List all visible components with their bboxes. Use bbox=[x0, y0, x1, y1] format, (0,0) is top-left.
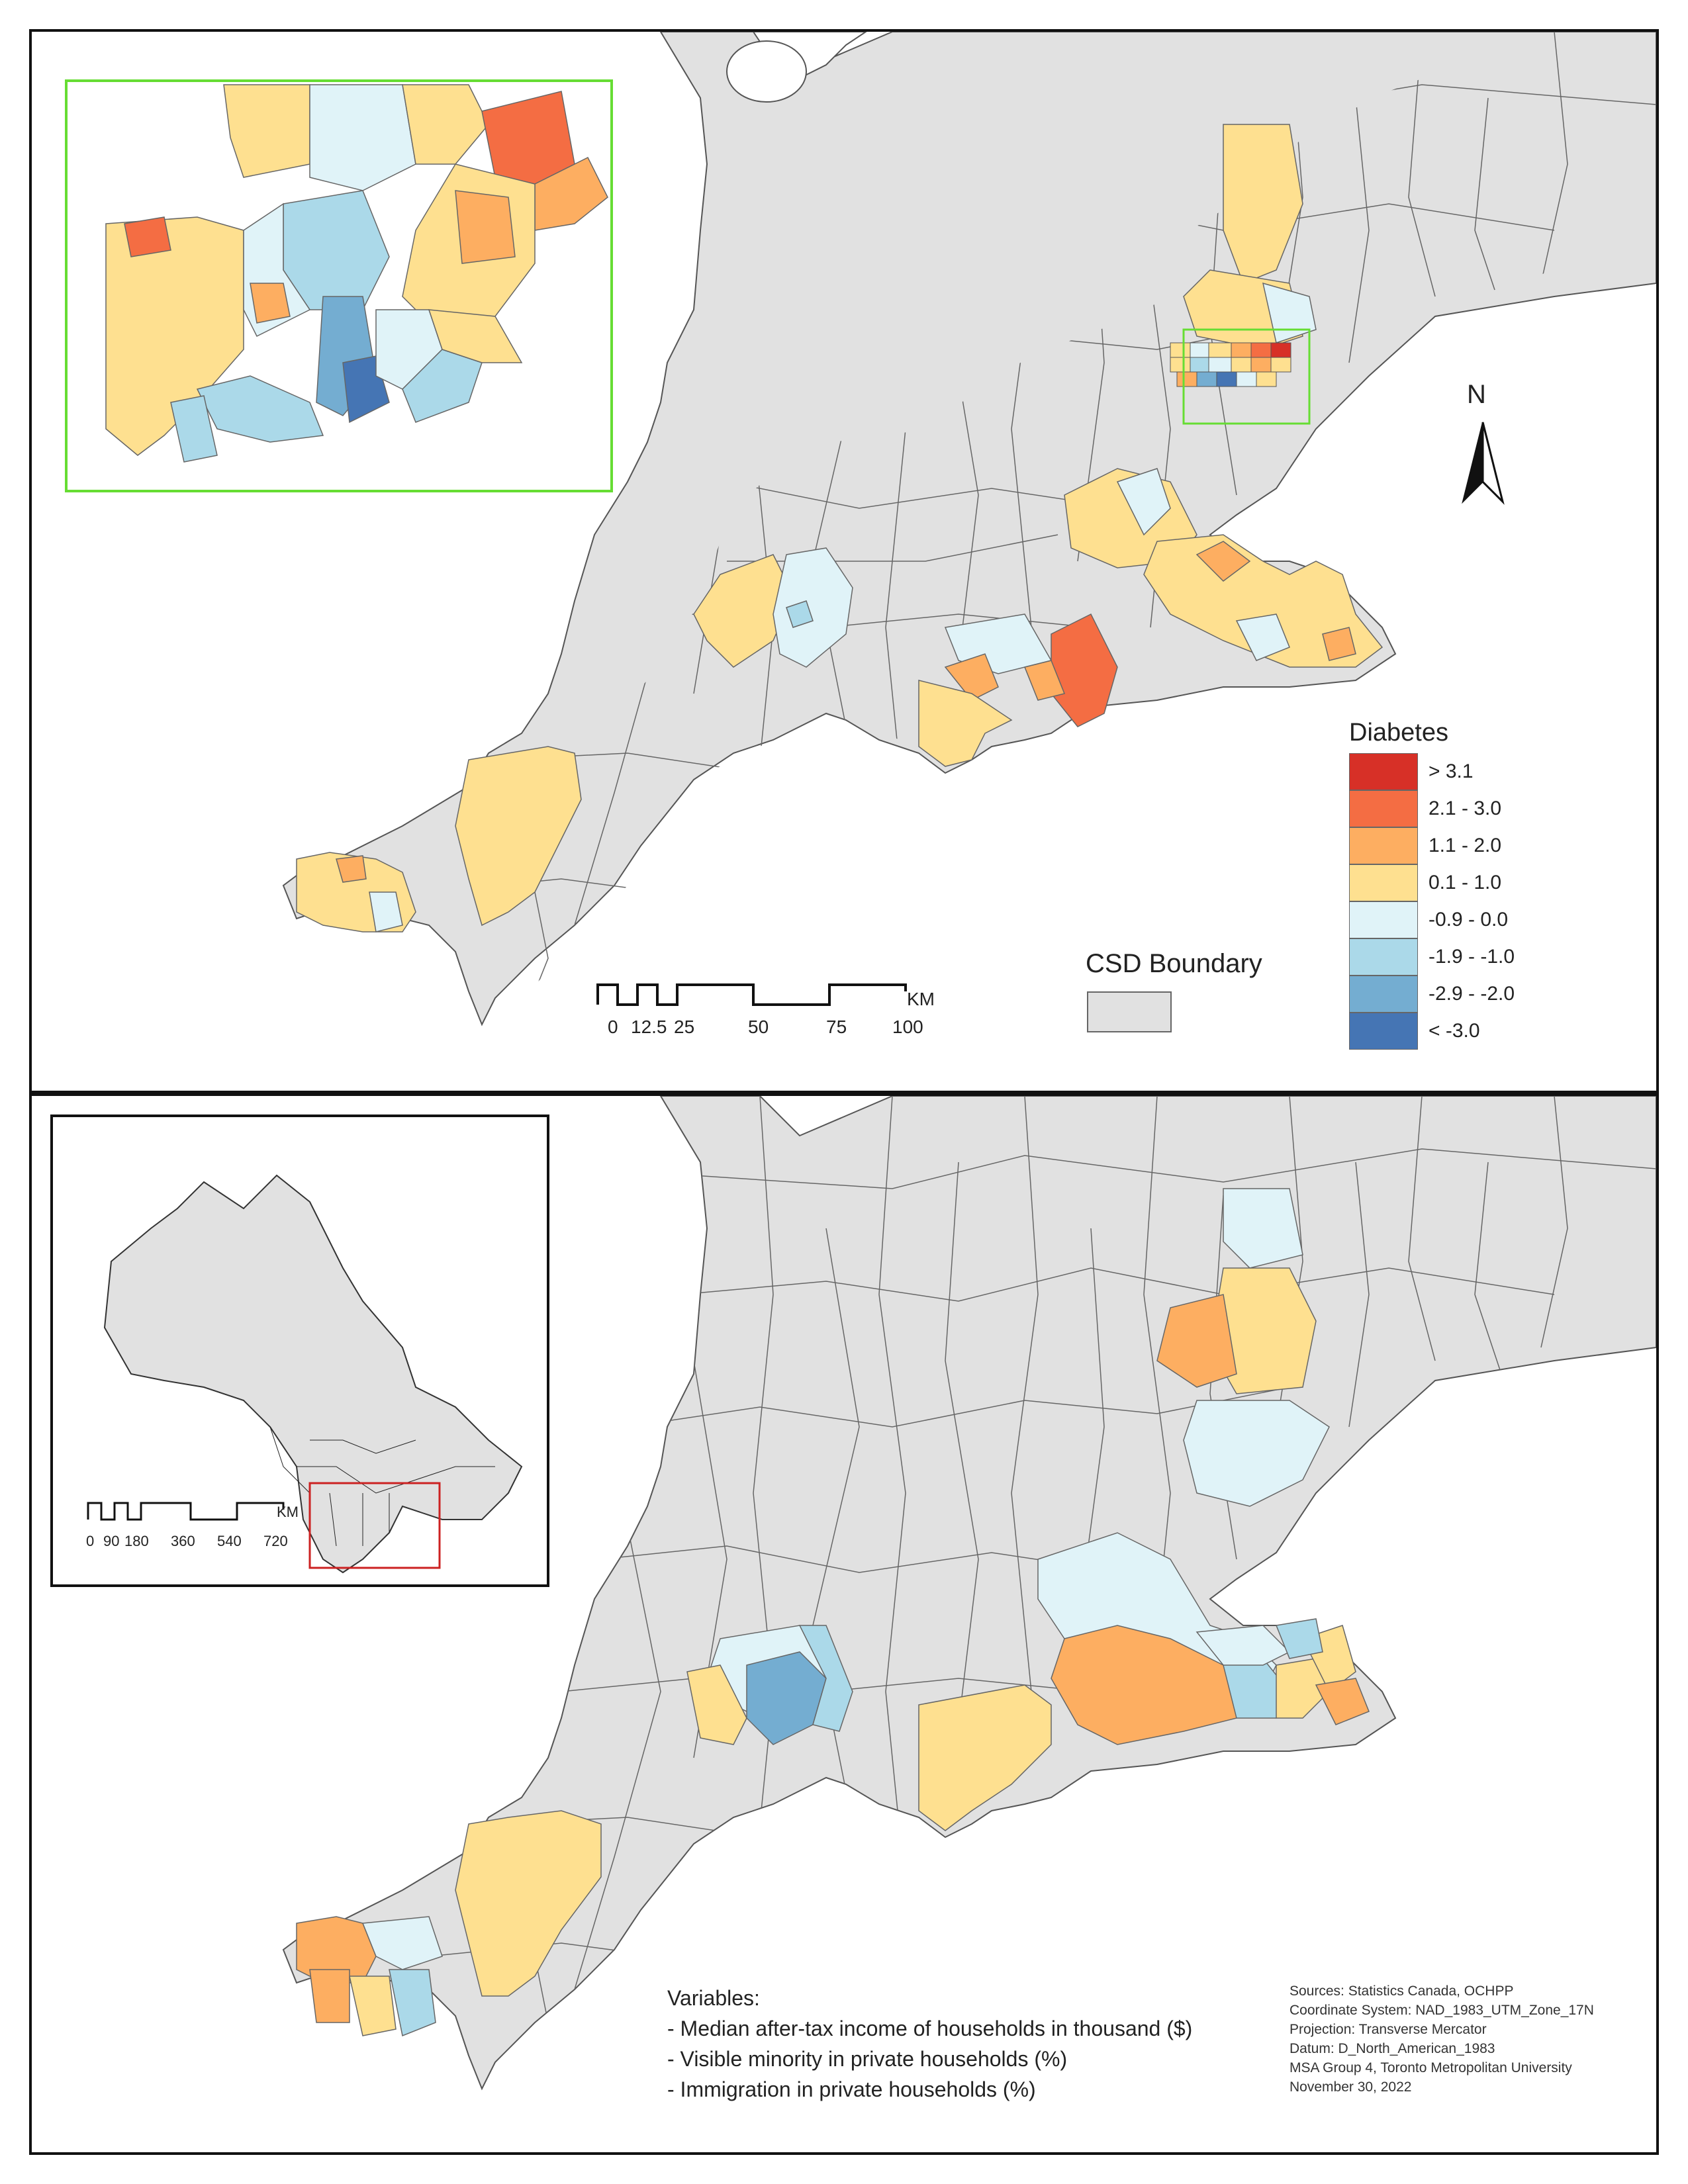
toronto-cluster bbox=[1170, 342, 1291, 387]
legend-label: -2.9 - -2.0 bbox=[1429, 983, 1515, 1005]
legend-item: -1.9 - -1.0 bbox=[1349, 938, 1515, 976]
legend-swatch bbox=[1349, 901, 1418, 938]
legend-swatch bbox=[1349, 827, 1418, 864]
source-line: Projection: Transverse Mercator bbox=[1289, 2022, 1487, 2037]
legend-swatch bbox=[1349, 938, 1418, 976]
legend-title: Diabetes bbox=[1349, 719, 1448, 747]
legend-swatch bbox=[1349, 1013, 1418, 1050]
toronto-inset-regions bbox=[105, 84, 608, 463]
variable-item: - Visible minority in private households… bbox=[667, 2047, 1068, 2071]
scale-tick: 25 bbox=[674, 1017, 695, 1037]
scale-tick: 90 bbox=[103, 1533, 120, 1549]
legend-label: < -3.0 bbox=[1429, 1020, 1480, 1042]
legend-swatch bbox=[1349, 790, 1418, 827]
diabetes-regions-top bbox=[296, 124, 1383, 933]
scale-unit: KM bbox=[907, 989, 935, 1009]
legend-label: 0.1 - 1.0 bbox=[1429, 872, 1502, 893]
legend-item: < -3.0 bbox=[1349, 1013, 1480, 1050]
csd-boundary-label: CSD Boundary bbox=[1086, 949, 1262, 978]
variable-regions-bottom bbox=[296, 1188, 1370, 2037]
toronto-locator-frame bbox=[1182, 328, 1311, 425]
legend-label: 1.1 - 2.0 bbox=[1429, 835, 1502, 856]
ontario-land-top bbox=[282, 32, 1656, 1026]
scale-tick: 12.5 bbox=[631, 1017, 667, 1037]
scale-bar-inset bbox=[87, 1502, 285, 1521]
legend-label: > 3.1 bbox=[1429, 760, 1474, 782]
legend-item: -2.9 - -2.0 bbox=[1349, 976, 1515, 1013]
legend-item: 0.1 - 1.0 bbox=[1349, 864, 1501, 901]
ontario-land-bottom bbox=[282, 1096, 1656, 2091]
scale-bar-main bbox=[596, 983, 907, 1006]
scale-tick: 75 bbox=[826, 1017, 847, 1037]
north-label: N bbox=[1467, 380, 1486, 409]
variables-map bbox=[50, 1096, 1656, 2091]
legend-item: -0.9 - 0.0 bbox=[1349, 901, 1508, 938]
north-arrow-icon bbox=[1462, 422, 1505, 505]
source-line: Datum: D_North_American_1983 bbox=[1289, 2041, 1495, 2056]
source-line: MSA Group 4, Toronto Metropolitan Univer… bbox=[1289, 2060, 1572, 2075]
legend-label: 2.1 - 3.0 bbox=[1429, 797, 1502, 819]
scale-tick: 50 bbox=[748, 1017, 769, 1037]
variable-item: - Median after-tax income of households … bbox=[667, 2017, 1193, 2040]
variable-item: - Immigration in private households (%) bbox=[667, 2077, 1036, 2101]
scale-tick: 0 bbox=[608, 1017, 618, 1037]
legend-label: -0.9 - 0.0 bbox=[1429, 909, 1509, 931]
source-line: Sources: Statistics Canada, OCHPP bbox=[1289, 1983, 1514, 1999]
lake-small bbox=[726, 40, 807, 103]
sources-block: Sources: Statistics Canada, OCHPP Coordi… bbox=[1289, 1981, 1594, 2097]
scale-tick: 360 bbox=[171, 1533, 195, 1549]
legend-swatch bbox=[1349, 753, 1418, 790]
variables-block: Variables: - Median after-tax income of … bbox=[667, 1983, 1192, 2105]
scale-tick: 100 bbox=[892, 1017, 923, 1037]
scale-unit: KM bbox=[277, 1504, 299, 1520]
top-map-panel: N Diabetes > 3.1 2.1 - 3.0 1.1 - 2.0 0.1… bbox=[29, 29, 1659, 1093]
diabetes-map bbox=[65, 32, 1656, 1058]
scale-tick: 0 bbox=[86, 1533, 95, 1549]
legend-swatch bbox=[1349, 864, 1418, 901]
bottom-map-panel: 0 90 180 360 540 720 KM Variables: - Med… bbox=[29, 1093, 1659, 2155]
csd-boundary-swatch bbox=[1087, 991, 1172, 1032]
variables-heading: Variables: bbox=[667, 1986, 760, 2010]
legend-item: 1.1 - 2.0 bbox=[1349, 827, 1501, 864]
legend-item: 2.1 - 3.0 bbox=[1349, 790, 1501, 827]
legend-item: > 3.1 bbox=[1349, 753, 1474, 790]
ontario-inset-detail bbox=[269, 1426, 495, 1547]
scale-tick: 180 bbox=[124, 1533, 149, 1549]
study-area-frame bbox=[308, 1482, 441, 1569]
source-line: Coordinate System: NAD_1983_UTM_Zone_17N bbox=[1289, 2003, 1594, 2018]
legend-swatch bbox=[1349, 976, 1418, 1013]
scale-tick: 720 bbox=[263, 1533, 288, 1549]
source-line: November 30, 2022 bbox=[1289, 2079, 1412, 2095]
scale-tick: 540 bbox=[217, 1533, 242, 1549]
legend-label: -1.9 - -1.0 bbox=[1429, 946, 1515, 968]
